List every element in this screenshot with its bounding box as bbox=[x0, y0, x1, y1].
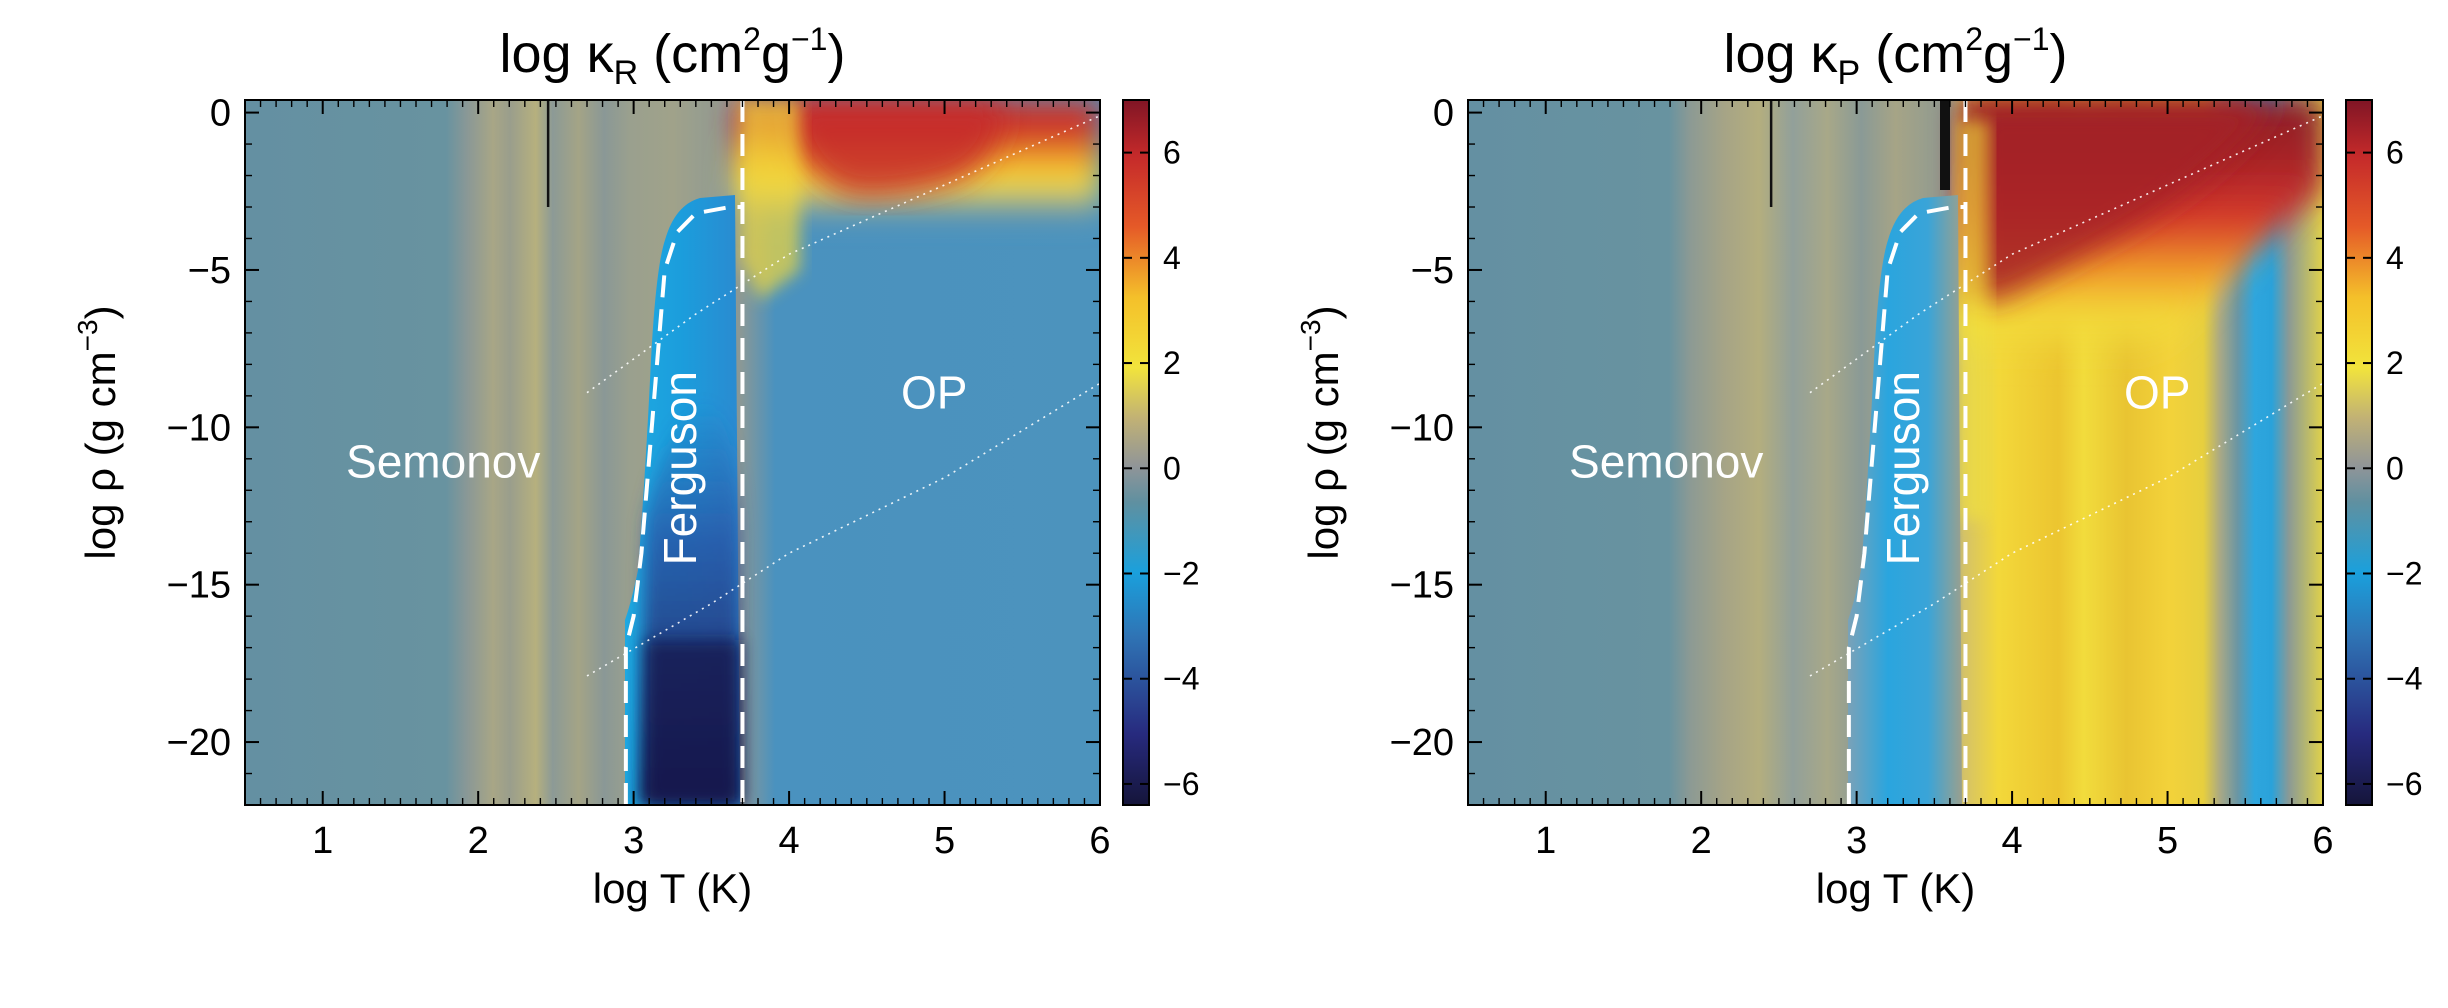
x-tick-label: 6 bbox=[1089, 820, 1110, 862]
colorbar-tick-label: 2 bbox=[1163, 345, 1181, 381]
colorbar-gradient bbox=[1122, 99, 1150, 806]
colorbar-tick-label: −6 bbox=[2386, 766, 2422, 802]
colorbar-tick-label: −4 bbox=[2386, 661, 2422, 697]
y-tick-label: 0 bbox=[210, 93, 231, 135]
plot-frame bbox=[1467, 99, 2324, 806]
region-label-ferguson: Ferguson bbox=[1877, 371, 1929, 565]
colorbar-tick-label: 4 bbox=[1163, 240, 1181, 276]
y-tick-label: −5 bbox=[188, 250, 231, 292]
colorbar-tick-label: −4 bbox=[1163, 661, 1199, 697]
colorbar-tick-label: −6 bbox=[1163, 766, 1199, 802]
chart-title: log κR (cm2g−1) bbox=[500, 21, 846, 92]
colorbar-tick-label: 0 bbox=[2386, 450, 2404, 486]
heatmap-image bbox=[245, 100, 1100, 805]
x-tick-label: 3 bbox=[1846, 820, 1867, 862]
y-tick-label: −20 bbox=[1390, 722, 1454, 764]
y-tick-label: −10 bbox=[1390, 407, 1454, 449]
colorbar-tick-label: 6 bbox=[2386, 135, 2404, 171]
region-label-op: OP bbox=[2124, 366, 2190, 418]
dotted-reference-line-2 bbox=[1809, 382, 2323, 677]
x-tick-label: 4 bbox=[2002, 820, 2023, 862]
x-tick-label: 4 bbox=[779, 820, 800, 862]
chart-title: log κP (cm2g−1) bbox=[1723, 21, 2067, 92]
colorbar-tick-label: −2 bbox=[2386, 556, 2422, 592]
x-axis-label: log T (K) bbox=[593, 865, 753, 912]
ferguson-boundary-line bbox=[1846, 205, 1966, 805]
y-tick-label: 0 bbox=[1433, 93, 1454, 135]
rosseland-opacity-panel: 1 2 3 4 5 6 0 −5 −10 −15 −20 log κR (cm2g−1) log T … bbox=[72, 21, 1111, 912]
x-tick-label: 5 bbox=[2157, 820, 2178, 862]
colorbar-tick-label: −2 bbox=[1163, 556, 1199, 592]
colorbar-rosseland: 6 4 2 0 −2 −4 −6 bbox=[1122, 99, 1199, 806]
y-tick-label: −15 bbox=[1390, 565, 1454, 607]
colorbar-planck: 6 4 2 0 −2 −4 −6 bbox=[2345, 99, 2422, 806]
y-tick-label: −5 bbox=[1411, 250, 1454, 292]
y-tick-label: −20 bbox=[167, 722, 231, 764]
colorbar-tick-label: 6 bbox=[1163, 135, 1181, 171]
dotted-reference-line-1 bbox=[586, 115, 1100, 394]
x-tick-label: 6 bbox=[2312, 820, 2333, 862]
x-tick-label: 1 bbox=[1535, 820, 1556, 862]
y-axis-label: log ρ (g cm−3) bbox=[72, 305, 124, 559]
colorbar-tick-label: 0 bbox=[1163, 450, 1181, 486]
x-tick-label: 2 bbox=[468, 820, 489, 862]
colorbar-tick-label: 2 bbox=[2386, 345, 2404, 381]
dotted-reference-line-2 bbox=[586, 382, 1100, 677]
region-label-semonov: Semonov bbox=[1569, 436, 1763, 488]
planck-opacity-panel: 1 2 3 4 5 6 0 −5 −10 −15 −20 log κP (cm2g−1) log T … bbox=[1295, 21, 2334, 912]
colorbar-gradient bbox=[2345, 99, 2373, 806]
y-axis-label: log ρ (g cm−3) bbox=[1295, 305, 1347, 559]
plot-frame bbox=[244, 99, 1101, 806]
y-tick-label: −10 bbox=[167, 407, 231, 449]
x-tick-label: 3 bbox=[623, 820, 644, 862]
y-tick-label: −15 bbox=[167, 565, 231, 607]
x-tick-label: 1 bbox=[312, 820, 333, 862]
x-axis-label: log T (K) bbox=[1816, 865, 1976, 912]
region-label-op: OP bbox=[901, 366, 967, 418]
x-tick-label: 2 bbox=[1691, 820, 1712, 862]
heatmap-image bbox=[1468, 100, 2323, 805]
x-tick-label: 5 bbox=[934, 820, 955, 862]
region-label-ferguson: Ferguson bbox=[654, 371, 706, 565]
ferguson-boundary-line bbox=[623, 205, 743, 805]
dotted-reference-line-1 bbox=[1809, 115, 2323, 394]
colorbar-tick-label: 4 bbox=[2386, 240, 2404, 276]
region-label-semonov: Semonov bbox=[346, 436, 540, 488]
